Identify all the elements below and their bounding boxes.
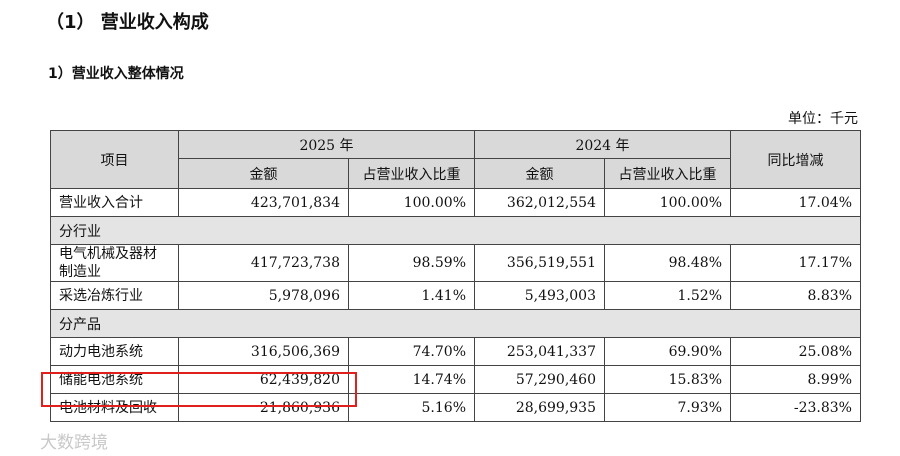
value-cell: 5,493,003 bbox=[474, 281, 605, 310]
header-cell: 2024 年 bbox=[474, 130, 731, 159]
header-cell: 2025 年 bbox=[178, 130, 475, 159]
value-cell: 7.93% bbox=[604, 393, 731, 422]
section-title: （1） 营业收入构成 bbox=[46, 12, 209, 33]
highlight-box bbox=[41, 372, 357, 407]
value-cell: 1.52% bbox=[604, 281, 731, 310]
unit-label: 单位：千元 bbox=[788, 111, 858, 127]
value-cell: 356,519,551 bbox=[474, 244, 605, 282]
header-cell: 占营业收入比重 bbox=[348, 158, 475, 189]
header-cell: 同比增减 bbox=[730, 130, 861, 189]
header-cell: 项目 bbox=[50, 130, 179, 189]
value-cell: 423,701,834 bbox=[178, 188, 349, 217]
value-cell: 5,978,096 bbox=[178, 281, 349, 310]
item-cell: 电池材料及回收 bbox=[50, 393, 179, 422]
item-cell: 电气机械及器材制造业 bbox=[50, 244, 179, 282]
section-cell: 分产品 bbox=[50, 309, 861, 338]
header-cell: 金额 bbox=[474, 158, 605, 189]
item-cell: 采选冶炼行业 bbox=[50, 281, 179, 310]
data-row: 电池材料及回收 21,860,936 5.16% 28,699,935 7.93% -23… bbox=[50, 393, 861, 422]
data-row: 采选冶炼行业 5,978,096 1.41% 5,493,003 1.52% 8.83% bbox=[50, 281, 861, 310]
value-cell: 25.08% bbox=[730, 337, 861, 366]
value-cell: 14.74% bbox=[348, 365, 475, 394]
header-row: 项目 2025 年 2024 年同比增减 bbox=[50, 130, 861, 189]
data-row: 营业收入合计 423,701,834 100.00% 362,012,554 100.0… bbox=[50, 188, 861, 217]
value-cell: 98.59% bbox=[348, 244, 475, 282]
value-cell: 100.00% bbox=[604, 188, 731, 217]
section-cell: 分行业 bbox=[50, 216, 861, 245]
value-cell: 5.16% bbox=[348, 393, 475, 422]
value-cell: 21,860,936 bbox=[178, 393, 349, 422]
value-cell: 417,723,738 bbox=[178, 244, 349, 282]
value-cell: 8.99% bbox=[730, 365, 861, 394]
value-cell: 98.48% bbox=[604, 244, 731, 282]
value-cell: 69.90% bbox=[604, 337, 731, 366]
value-cell: 28,699,935 bbox=[474, 393, 605, 422]
header-cell: 占营业收入比重 bbox=[604, 158, 731, 189]
subsection-title: 1）营业收入整体情况 bbox=[48, 66, 184, 82]
data-row: 动力电池系统 316,506,369 74.70% 253,041,337 69.90%… bbox=[50, 337, 861, 366]
item-cell: 营业收入合计 bbox=[50, 188, 179, 217]
value-cell: 316,506,369 bbox=[178, 337, 349, 366]
data-row: 电气机械及器材制造业 417,723,738 98.59% 356,519,551 98… bbox=[50, 244, 861, 282]
section-row: 分行业 bbox=[50, 216, 861, 245]
value-cell: 8.83% bbox=[730, 281, 861, 310]
value-cell: 74.70% bbox=[348, 337, 475, 366]
value-cell: 57,290,460 bbox=[474, 365, 605, 394]
value-cell: 253,041,337 bbox=[474, 337, 605, 366]
value-cell: 15.83% bbox=[604, 365, 731, 394]
value-cell: -23.83% bbox=[730, 393, 861, 422]
watermark: 大数跨境 bbox=[40, 433, 108, 453]
value-cell: 1.41% bbox=[348, 281, 475, 310]
item-cell: 动力电池系统 bbox=[50, 337, 179, 366]
value-cell: 17.17% bbox=[730, 244, 861, 282]
value-cell: 362,012,554 bbox=[474, 188, 605, 217]
item-cell: 储能电池系统 bbox=[50, 365, 179, 394]
data-row: 储能电池系统 62,439,820 14.74% 57,290,460 15.83% 8.… bbox=[50, 365, 861, 394]
header-cell: 金额 bbox=[178, 158, 349, 189]
revenue-table: 项目 2025 年 2024 年同比增减 金额 占营业收入比重 金额 占营业收入比重 营业收… bbox=[50, 130, 861, 422]
value-cell: 100.00% bbox=[348, 188, 475, 217]
header-row: 金额 占营业收入比重 金额 占营业收入比重 bbox=[51, 158, 861, 189]
section-row: 分产品 bbox=[50, 309, 861, 338]
value-cell: 17.04% bbox=[730, 188, 861, 217]
